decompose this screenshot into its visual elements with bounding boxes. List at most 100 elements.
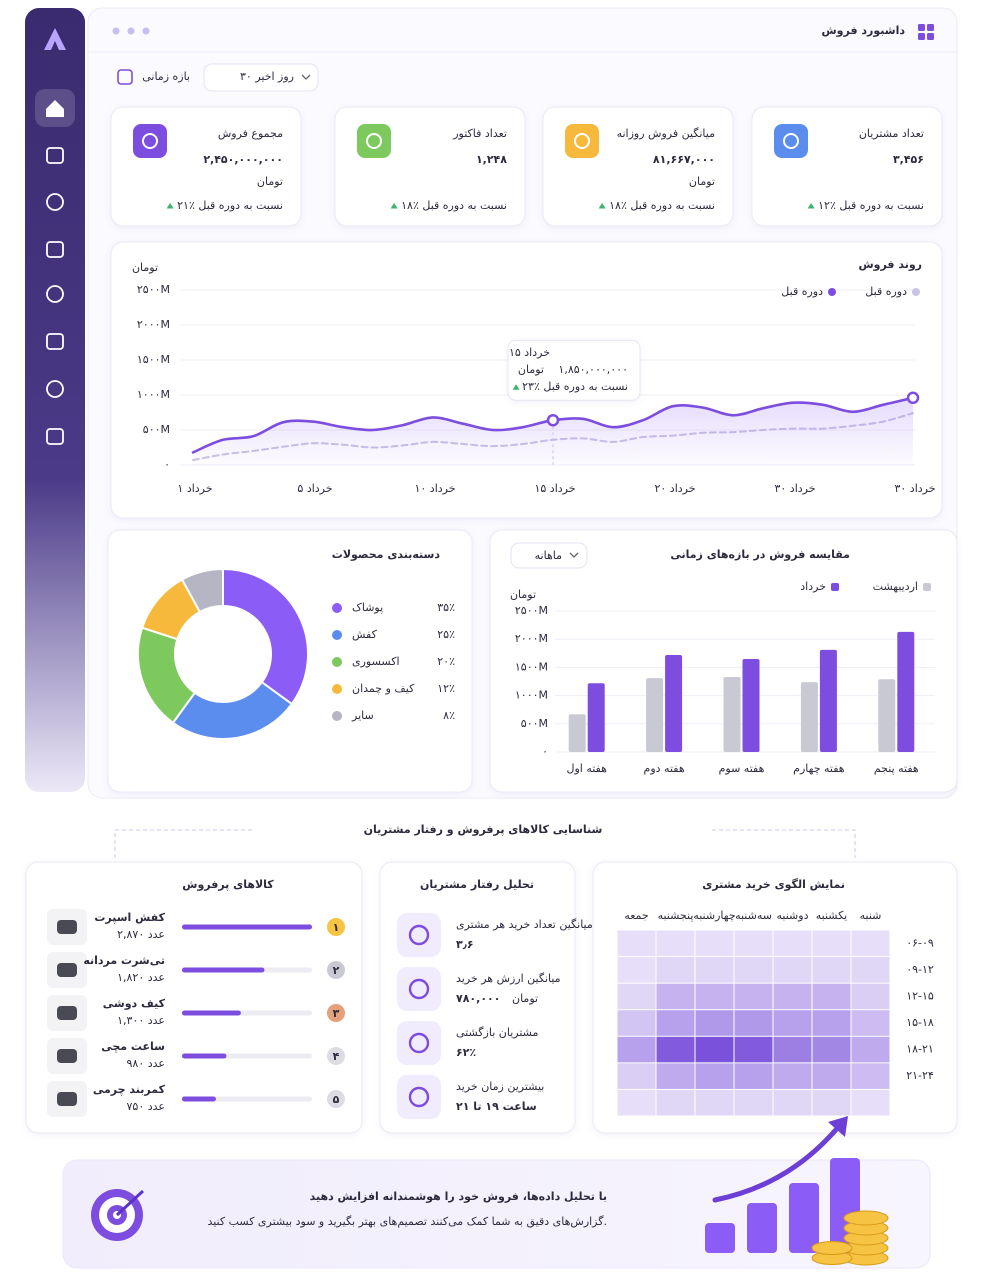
- product-name: تی‌شرت مردانه: [83, 954, 165, 967]
- banner-title: با تحلیل داده‌ها، فروش خود را هوشمندانه …: [310, 1190, 607, 1203]
- kpi-title: تعداد مشتریان: [859, 127, 924, 140]
- x-tick-label: ۱۰ خرداد: [414, 482, 455, 495]
- bar: [587, 683, 605, 752]
- page-title: داشبورد فروش: [822, 24, 906, 37]
- x-tick-label: هفته چهارم: [793, 762, 845, 775]
- kpi-icon: [774, 124, 808, 158]
- kpi-change: ۱۲٪ نسبت به دوره قبل: [818, 199, 924, 212]
- x-tick-label: ۲۰ خرداد: [654, 482, 695, 495]
- rank-label: ۴: [333, 1050, 340, 1063]
- y-tick-label: ۵۰۰M: [521, 717, 548, 730]
- y-tick-label: ۱۰۰۰M: [515, 689, 548, 702]
- nav-icon: [46, 333, 64, 350]
- heat-cell: [695, 1036, 734, 1063]
- kpi-change: ۱۸٪ نسبت به دوره قبل: [609, 199, 715, 212]
- heat-cell-bg: [695, 1063, 734, 1089]
- connector: [712, 829, 856, 858]
- dashboard-icon: [918, 24, 934, 40]
- illustration-bar: [747, 1203, 777, 1253]
- heat-cell-bg: [617, 930, 656, 957]
- filter-value: ۳۰ روز اخیر: [240, 70, 294, 83]
- chevron: [301, 74, 311, 80]
- bar-chart-card: [489, 529, 958, 793]
- heat-cell: [656, 983, 695, 1010]
- rank-label: ۵: [333, 1093, 340, 1106]
- legend-swatch: [332, 630, 342, 640]
- up-arrow: [166, 203, 174, 209]
- kpi-title: تعداد فاکتور: [452, 127, 507, 140]
- value-label: ۲۰٪: [437, 655, 455, 668]
- bar: [819, 649, 837, 752]
- row-label: ۱۵-۱۸: [906, 1016, 934, 1029]
- heat-cell: [695, 1010, 734, 1036]
- bar: [646, 678, 664, 752]
- heat-cell: [656, 1010, 695, 1036]
- nav-icon: [46, 100, 64, 117]
- heat-cell: [734, 930, 773, 957]
- heat-cell: [617, 930, 656, 957]
- heat-cell: [734, 1010, 773, 1036]
- row-label: ۰۶-۰۹: [906, 936, 934, 949]
- column-label: پنجشنبه: [658, 909, 694, 922]
- bar: [723, 676, 741, 752]
- legend-label: اردیبهشت: [873, 580, 918, 593]
- heat-cell-bg: [617, 983, 656, 1010]
- legend-swatch: [332, 711, 342, 721]
- rank-badge: [327, 918, 345, 936]
- metric-label: مشتریان بازگشتی: [456, 1026, 538, 1039]
- product-glyph: [57, 1006, 77, 1020]
- legend-label: خرداد: [800, 580, 826, 593]
- heat-cell: [851, 957, 890, 983]
- heat-cell-bg: [851, 1089, 890, 1116]
- heat-cell: [773, 1010, 812, 1036]
- metric-label: میانگین تعداد خرید هر مشتری: [456, 918, 593, 931]
- row-label: ۰۹-۱۲: [906, 963, 934, 976]
- logo: [44, 28, 66, 50]
- column-label: چهارشنبه: [693, 909, 735, 922]
- bar: [182, 967, 265, 973]
- tooltip-value: ۱,۸۵۰,۰۰۰,۰۰۰: [558, 363, 628, 376]
- heat-cell: [695, 1089, 734, 1116]
- heat-cell-bg: [812, 1010, 851, 1036]
- metric-icon: [397, 913, 441, 957]
- product-sales: ۹۸۰ عدد: [127, 1057, 165, 1070]
- period-value: ماهانه: [535, 549, 562, 562]
- heat-cell-bg: [812, 1063, 851, 1089]
- bar: [665, 654, 683, 752]
- kpi-unit: تومان: [257, 175, 283, 188]
- heat-cell-bg: [734, 1089, 773, 1116]
- date-range-select[interactable]: [203, 63, 319, 92]
- period-select[interactable]: [510, 542, 588, 569]
- heat-cell-bg: [656, 1063, 695, 1089]
- heat-cell-bg: [734, 957, 773, 983]
- bar: [878, 679, 896, 752]
- product-glyph: [57, 1049, 77, 1063]
- heat-cell: [734, 957, 773, 983]
- filter-label: بازه زمانی: [142, 70, 190, 83]
- tooltip-change: ۲۳٪ نسبت به دوره قبل: [522, 380, 628, 393]
- product-sales: ۱,۸۲۰ عدد: [117, 971, 165, 984]
- metric-glyph: [408, 1032, 430, 1054]
- heat-cell: [656, 1036, 695, 1063]
- column-label: جمعه: [624, 909, 648, 922]
- legend-swatch: [828, 288, 836, 296]
- donut-slice: [180, 567, 224, 614]
- legend-label: کفش: [352, 628, 378, 641]
- bar: [897, 631, 915, 752]
- row-label: ۱۸-۲۱: [906, 1043, 934, 1056]
- bar: [182, 1053, 227, 1059]
- nav-icon: [46, 147, 64, 164]
- x-tick-label: ۳۰ خرداد: [774, 482, 815, 495]
- heat-cell: [851, 1010, 890, 1036]
- heat-cell-bg: [773, 930, 812, 957]
- heat-cell: [812, 930, 851, 957]
- row-label: ۲۱-۲۴: [906, 1069, 934, 1082]
- legend-label: اکسسوری: [352, 655, 400, 668]
- rank-badge: [327, 1004, 345, 1022]
- donut-slice: [222, 567, 309, 706]
- metric-label: بیشترین زمان خرید: [456, 1080, 544, 1093]
- metric-glyph: [408, 1086, 430, 1108]
- rank-label: ۳: [333, 1007, 340, 1020]
- heat-cell-bg: [773, 1063, 812, 1089]
